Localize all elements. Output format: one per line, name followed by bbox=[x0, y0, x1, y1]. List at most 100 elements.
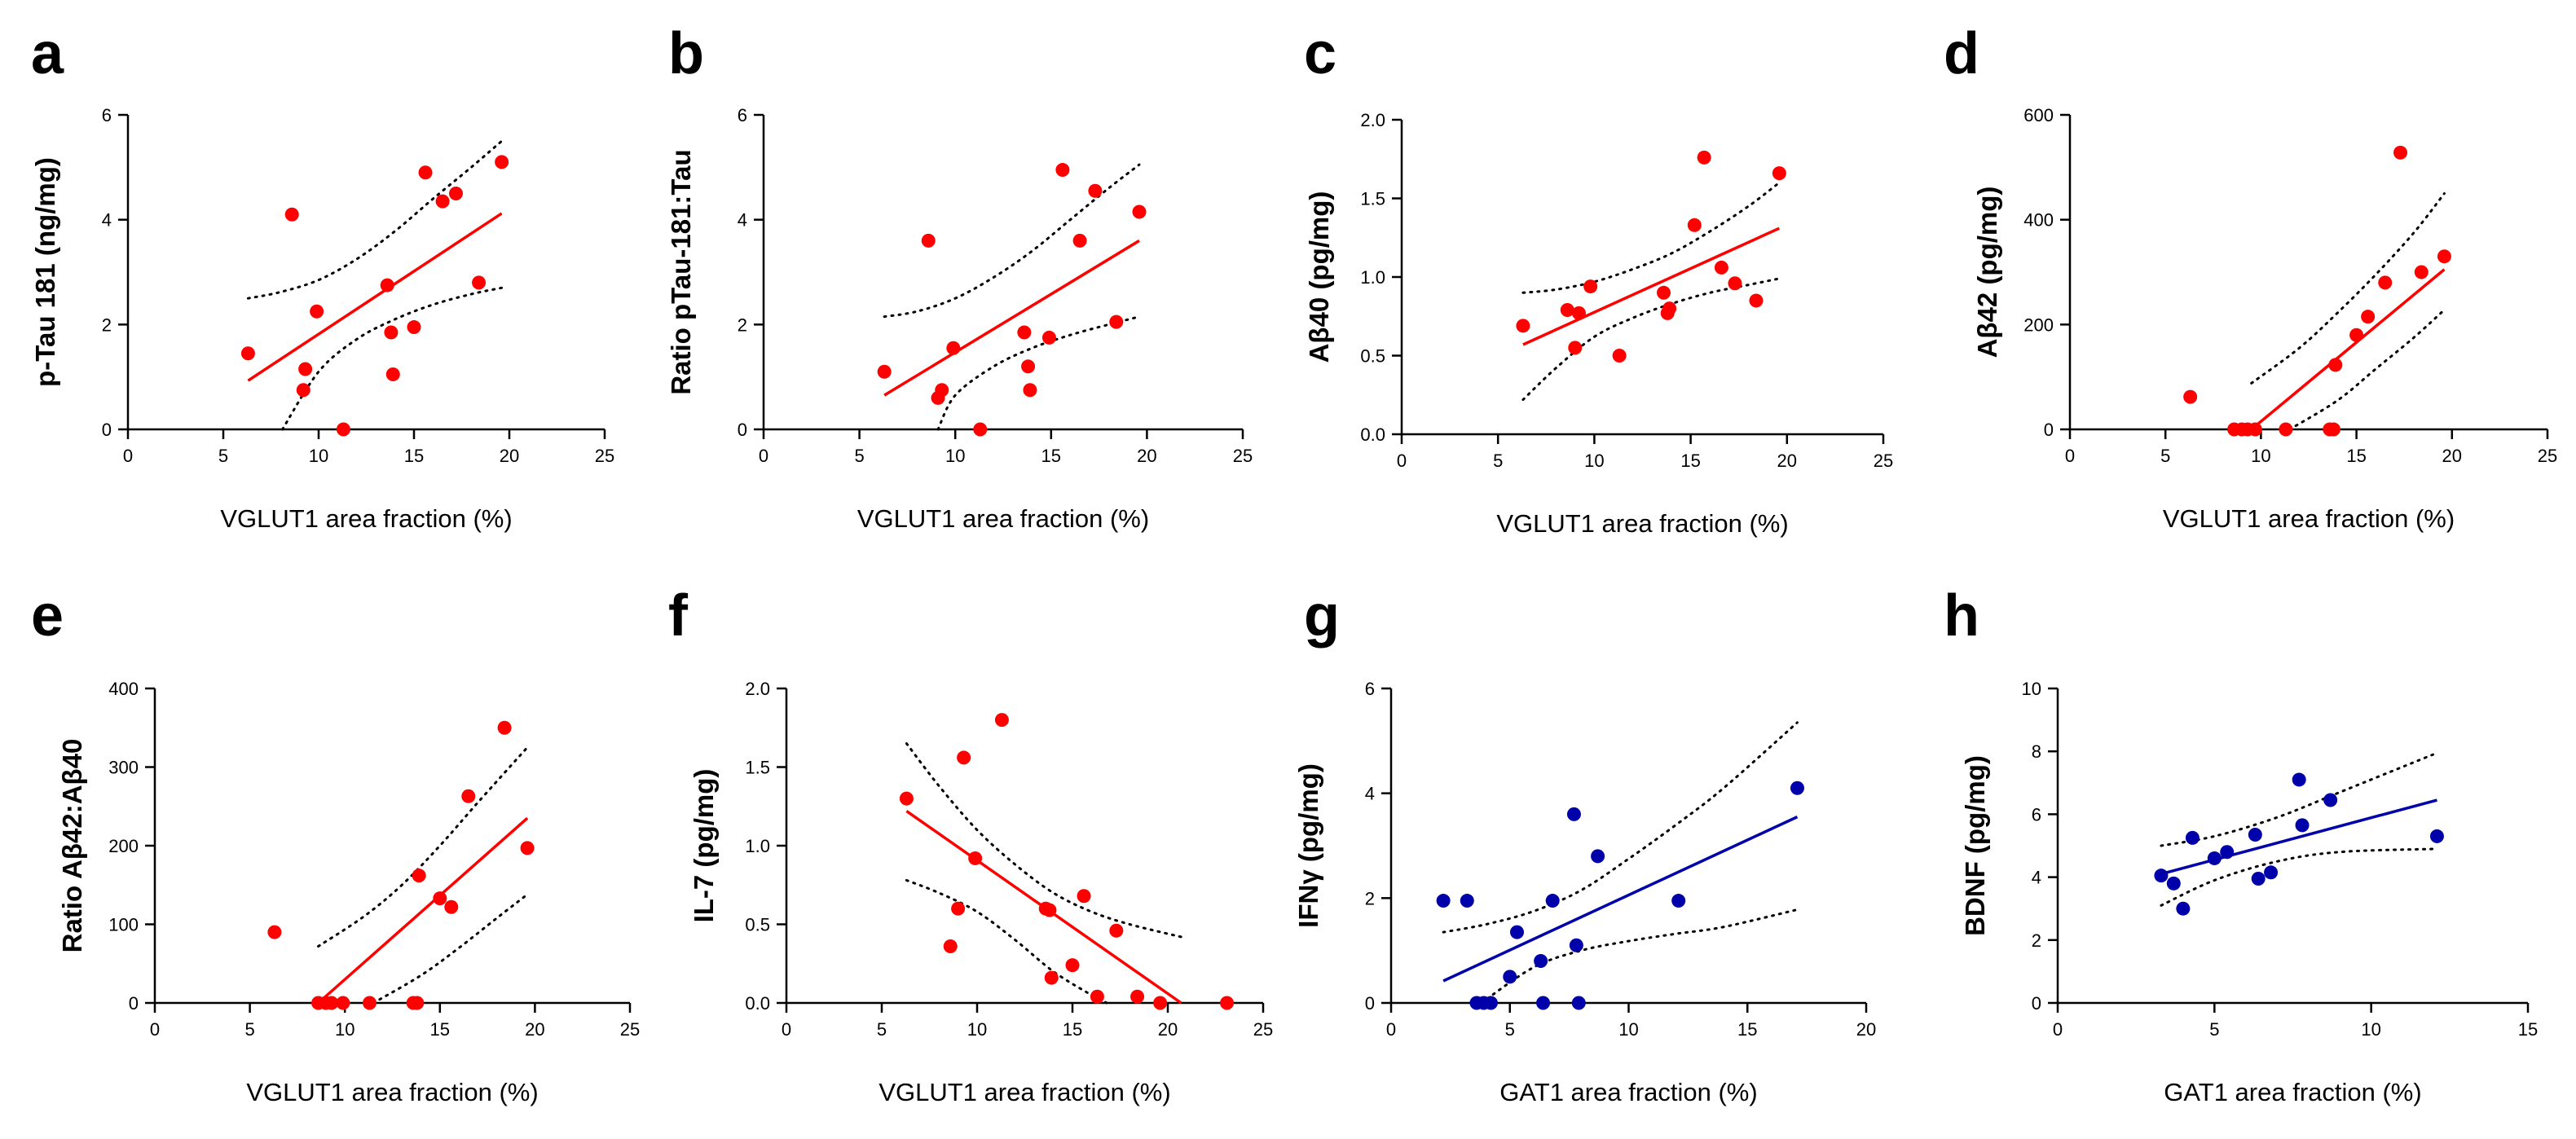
data-point bbox=[336, 996, 350, 1010]
panel-b: b 0 5 10 15 20 25 0 2 4 6 VGLUT1 area fraction (%) R… bbox=[666, 21, 1253, 533]
y-tick-label: 2.0 bbox=[1360, 110, 1385, 130]
y-tick-label: 1.0 bbox=[1360, 267, 1385, 288]
panel-d: d 0 5 10 15 20 25 0 200 400 600 VGLUT1 area fractio… bbox=[1944, 21, 2557, 533]
x-tick-label: 10 bbox=[967, 1019, 987, 1040]
data-point bbox=[899, 791, 914, 806]
data-point bbox=[296, 383, 310, 398]
x-tick-label: 0 bbox=[150, 1019, 160, 1040]
data-point bbox=[418, 165, 433, 180]
data-point bbox=[973, 422, 988, 437]
data-point bbox=[1697, 150, 1711, 165]
data-point bbox=[448, 187, 463, 200]
data-point bbox=[363, 996, 377, 1010]
regression-line bbox=[317, 816, 529, 1005]
y-tick-label: 4 bbox=[102, 210, 112, 231]
data-point bbox=[2323, 793, 2338, 807]
x-tick-label: 20 bbox=[1137, 446, 1156, 466]
data-point bbox=[412, 869, 426, 883]
data-point bbox=[1571, 306, 1586, 320]
data-point bbox=[410, 996, 425, 1010]
data-point bbox=[2166, 876, 2181, 891]
data-point bbox=[1509, 925, 1524, 939]
data-point bbox=[1568, 341, 1583, 355]
data-point bbox=[2185, 830, 2200, 845]
y-tick-label: 0 bbox=[2044, 420, 2054, 440]
x-axis-title: VGLUT1 area fraction (%) bbox=[857, 504, 1149, 533]
y-tick-label: 2 bbox=[1365, 888, 1375, 908]
data-point bbox=[472, 275, 487, 290]
regression-line bbox=[1442, 816, 1799, 983]
x-tick-label: 15 bbox=[1680, 451, 1700, 471]
data-point bbox=[1023, 383, 1037, 398]
y-tick-label: 0 bbox=[1365, 993, 1375, 1014]
x-tick-label: 15 bbox=[2518, 1019, 2538, 1040]
y-tick-label: 0 bbox=[102, 420, 112, 440]
data-point bbox=[946, 341, 961, 355]
data-point bbox=[1569, 938, 1583, 952]
y-tick-label: 0.5 bbox=[745, 915, 770, 935]
panel-g: g 0 5 10 15 20 0 2 4 6 GAT1 area fraction (%) IFNγ … bbox=[1293, 583, 1876, 1106]
y-tick-label: 6 bbox=[738, 105, 747, 125]
x-axis-title: GAT1 area fraction (%) bbox=[2164, 1078, 2421, 1106]
ci-upper-band bbox=[246, 139, 504, 300]
x-tick-label: 5 bbox=[2160, 446, 2170, 466]
ci-upper-band bbox=[1442, 721, 1799, 934]
panel-letter: h bbox=[1944, 583, 1979, 649]
x-tick-label: 25 bbox=[2538, 446, 2557, 466]
data-point bbox=[1017, 325, 1032, 340]
x-tick-label: 0 bbox=[123, 446, 133, 466]
y-tick-label: 0.0 bbox=[1360, 424, 1385, 445]
y-tick-label: 6 bbox=[1365, 679, 1375, 699]
panel-letter: e bbox=[31, 583, 64, 649]
x-tick-label: 25 bbox=[1253, 1019, 1273, 1040]
y-tick-label: 1.0 bbox=[745, 836, 770, 856]
y-tick-label: 200 bbox=[2023, 314, 2054, 335]
data-point bbox=[957, 750, 971, 765]
panel-letter: f bbox=[668, 583, 689, 649]
data-point bbox=[385, 367, 400, 381]
data-point bbox=[1041, 330, 1056, 345]
x-tick-label: 0 bbox=[782, 1019, 791, 1040]
x-tick-label: 15 bbox=[1737, 1019, 1757, 1040]
data-point bbox=[951, 901, 966, 916]
ci-lower-band bbox=[2160, 847, 2438, 907]
y-tick-label: 100 bbox=[108, 915, 139, 935]
x-tick-label: 5 bbox=[218, 446, 228, 466]
y-tick-label: 2 bbox=[102, 314, 112, 335]
y-tick-label: 4 bbox=[738, 210, 747, 231]
data-point bbox=[943, 939, 958, 954]
x-tick-label: 0 bbox=[1397, 451, 1407, 471]
y-tick-label: 2 bbox=[2032, 930, 2041, 951]
data-point bbox=[994, 713, 1009, 728]
ci-upper-band bbox=[883, 163, 1141, 319]
y-tick-label: 2.0 bbox=[745, 679, 770, 699]
x-tick-label: 5 bbox=[1493, 451, 1503, 471]
ci-upper-band bbox=[2160, 751, 2438, 847]
regression-line bbox=[247, 212, 503, 382]
x-tick-label: 0 bbox=[759, 446, 768, 466]
data-point bbox=[2378, 275, 2393, 290]
data-point bbox=[495, 155, 509, 169]
x-tick-label: 10 bbox=[335, 1019, 354, 1040]
x-tick-label: 15 bbox=[430, 1019, 450, 1040]
panel-c: c 0 5 10 15 20 25 0.0 0.5 1.0 1.5 2.0 VGLUT1 area fr… bbox=[1304, 21, 1893, 538]
ci-upper-band bbox=[905, 742, 1182, 939]
y-axis-title: Aβ42 (pg/mg) bbox=[1972, 187, 2002, 358]
y-axis-title: IL-7 (pg/mg) bbox=[689, 769, 719, 923]
data-point bbox=[310, 304, 324, 319]
data-point bbox=[2437, 249, 2451, 264]
panel-letter: g bbox=[1304, 583, 1340, 649]
data-point bbox=[2295, 818, 2310, 833]
data-point bbox=[1130, 989, 1145, 1004]
data-point bbox=[2279, 422, 2293, 437]
data-point bbox=[2248, 422, 2262, 437]
x-axis-title: VGLUT1 area fraction (%) bbox=[878, 1078, 1170, 1106]
x-tick-label: 10 bbox=[1584, 451, 1604, 471]
y-axis-title: Ratio pTau-181:Tau bbox=[666, 149, 696, 394]
x-tick-label: 5 bbox=[1505, 1019, 1515, 1040]
y-tick-label: 6 bbox=[2032, 804, 2041, 825]
data-point bbox=[1503, 970, 1517, 984]
data-point bbox=[2183, 389, 2198, 404]
data-point bbox=[1566, 807, 1581, 821]
data-point bbox=[336, 422, 350, 437]
